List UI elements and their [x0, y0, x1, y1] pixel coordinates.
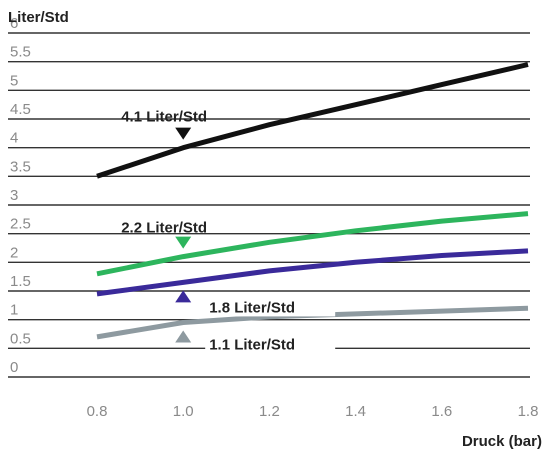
y-tick-label-6: 3 — [10, 187, 18, 204]
annotations: 4.1 Liter/Std 2.2 Liter/Std 1.8 Liter/Std 1… — [121, 109, 336, 354]
x-tick-label-3: 1.4 — [345, 403, 366, 420]
annotation-marker-2 — [175, 290, 192, 303]
x-tick-label-1: 1.0 — [173, 403, 194, 420]
series-line-0 — [96, 62, 529, 179]
series-line-1 — [96, 211, 529, 277]
annotation-bg-2 — [205, 298, 336, 317]
annotation-label-0: 4.1 Liter/Std — [121, 109, 207, 126]
y-tick-label-9: 4.5 — [10, 101, 31, 118]
annotation-label-1: 2.2 Liter/Std — [121, 220, 207, 237]
y-axis-title: Liter/Std — [8, 9, 69, 26]
annotation-marker-0 — [175, 127, 192, 140]
y-tick-label-7: 3.5 — [10, 158, 31, 175]
x-tick-label-4: 1.6 — [431, 403, 452, 420]
x-tick-label-0: 0.8 — [87, 403, 108, 420]
annotation-marker-1 — [175, 236, 192, 249]
annotation-bg-3 — [205, 335, 336, 354]
y-tick-labels: 0 0.5 1 1.5 2 2.5 3 3.5 4 4.5 5 5.5 6 — [10, 15, 31, 376]
annotation-label-2: 1.8 Liter/Std — [209, 299, 295, 316]
y-tick-label-8: 4 — [10, 130, 18, 147]
annotation-label-3: 1.1 Liter/Std — [209, 337, 295, 354]
x-tick-labels: 0.8 1.0 1.2 1.4 1.6 1.8 — [87, 403, 539, 420]
y-tick-label-0: 0 — [10, 359, 18, 376]
y-tick-label-10: 5 — [10, 72, 18, 89]
y-tick-label-2: 1 — [10, 302, 18, 319]
y-tick-label-12: 6 — [10, 15, 18, 32]
x-tick-label-2: 1.2 — [259, 403, 280, 420]
y-tick-label-11: 5.5 — [10, 44, 31, 61]
y-tick-label-3: 1.5 — [10, 273, 31, 290]
annotation-marker-3 — [175, 330, 192, 343]
y-tick-label-1: 0.5 — [10, 330, 31, 347]
x-tick-label-5: 1.8 — [518, 403, 539, 420]
series-lines — [96, 62, 529, 340]
grid-lines — [8, 32, 530, 378]
x-axis-title: Druck (bar) — [462, 433, 542, 450]
y-tick-label-5: 2.5 — [10, 216, 31, 233]
y-tick-label-4: 2 — [10, 244, 18, 261]
series-line-2 — [96, 248, 529, 297]
